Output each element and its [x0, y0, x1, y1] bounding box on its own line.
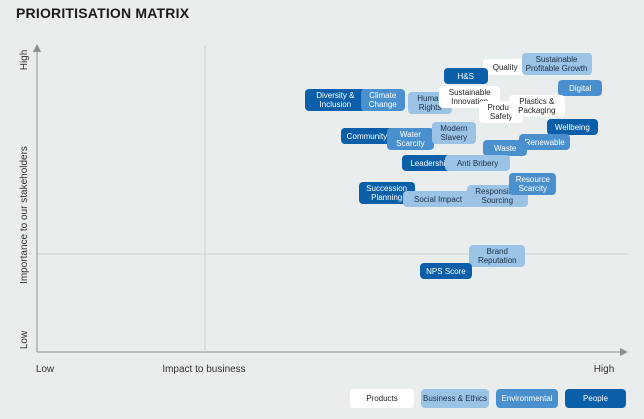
x-tick-low: Low	[36, 364, 55, 375]
x-tick-high: High	[594, 364, 615, 375]
matrix-item-brand-reputation: Brand Reputation	[469, 245, 526, 267]
matrix-item-plastics-packaging: Plastics & Packaging	[508, 95, 565, 117]
matrix-item-resource-scarcity: Resource Scarcity	[509, 173, 557, 195]
matrix-item-community: Community	[341, 128, 393, 144]
matrix-item-climate-change: Climate Change	[360, 89, 405, 111]
matrix-item-quality: Quality	[483, 59, 528, 75]
legend-environmental: Environmental	[496, 389, 558, 408]
page-title: PRIORITISATION MATRIX	[16, 5, 190, 21]
matrix-item-anti-bribery: Anti Bribery	[444, 155, 511, 171]
legend-products: Products	[350, 389, 414, 408]
matrix-item-digital: Digital	[558, 80, 603, 96]
y-axis-label: Importance to our stakeholders	[19, 146, 30, 284]
matrix-item-leadership: Leadership	[402, 155, 459, 171]
matrix-item-wellbeing: Wellbeing	[546, 119, 599, 135]
matrix-item-social-impact: Social Impact	[403, 191, 473, 207]
x-axis-label: Impact to business	[162, 364, 245, 375]
matrix-item-renewable: Renewable	[519, 134, 571, 150]
matrix-item-waste: Waste	[483, 140, 528, 156]
legend-people: People	[565, 389, 626, 408]
legend-business-ethics: Business & Ethics	[421, 389, 489, 408]
matrix-item-sustainable-profitable-growth: Sustainable Profitable Growth	[521, 53, 592, 75]
y-tick-low: Low	[19, 330, 30, 349]
y-tick-high: High	[19, 50, 30, 71]
matrix-item-diversity-inclusion: Diversity & Inclusion	[305, 89, 366, 111]
matrix-item-h-s: H&S	[443, 68, 488, 84]
matrix-item-nps-score: NPS Score	[420, 263, 472, 279]
matrix-item-succession-planning: Succession Planning	[358, 182, 415, 204]
matrix-item-modern-slavery: Modern Slavery	[431, 122, 476, 144]
matrix-item-water-scarcity: Water Scarcity	[387, 128, 434, 150]
